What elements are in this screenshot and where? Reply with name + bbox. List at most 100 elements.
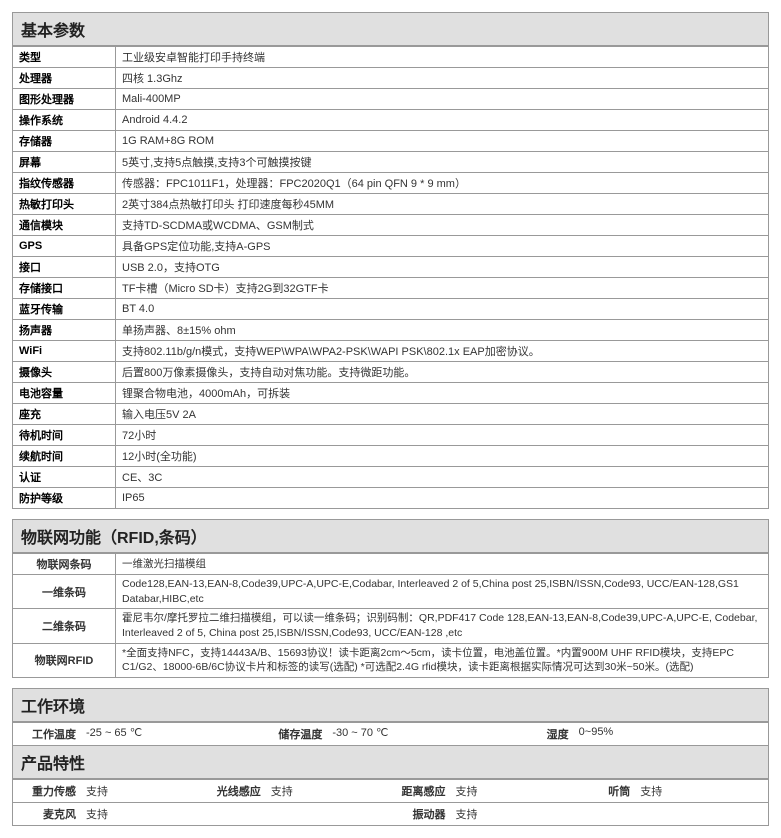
spec-label: 屏幕: [13, 152, 116, 173]
spec-label: 存储接口: [13, 278, 116, 299]
kv-pair: 麦克风支持: [21, 806, 361, 822]
spec-label: 操作系统: [13, 110, 116, 131]
table-row: 存储器1G RAM+8G ROM: [13, 131, 769, 152]
table-row: 操作系统Android 4.4.2: [13, 110, 769, 131]
table-row: 物联网条码一维激光扫描模组: [13, 554, 769, 575]
table-row: GPS具备GPS定位功能,支持A-GPS: [13, 236, 769, 257]
section-title-feat: 产品特性: [12, 746, 769, 779]
table-row: 屏幕5英寸,支持5点触摸,支持3个可触摸按键: [13, 152, 769, 173]
iot-label: 物联网条码: [13, 554, 116, 575]
spec-value: 2英寸384点热敏打印头 打印速度每秒45MM: [116, 194, 769, 215]
spec-label: 摄像头: [13, 362, 116, 383]
iot-value: *全面支持NFC，支持14443A/B、15693协议！读卡距离2cm～5cm，…: [116, 643, 769, 677]
table-row: 热敏打印头2英寸384点热敏打印头 打印速度每秒45MM: [13, 194, 769, 215]
table-row: 续航时间12小时(全功能): [13, 446, 769, 467]
kv-pair: 光线感应支持: [206, 783, 361, 799]
kv-pair: 重力传感支持: [21, 783, 176, 799]
feat-row-1: 重力传感支持光线感应支持距离感应支持听筒支持: [12, 779, 769, 802]
env-row: 工作温度 -25 ~ 65 ℃ 储存温度 -30 ~ 70 ℃ 湿度0~95%: [12, 722, 769, 746]
table-row: 座充输入电压5V 2A: [13, 404, 769, 425]
table-row: 一维条码Code128,EAN-13,EAN-8,Code39,UPC-A,UP…: [13, 575, 769, 609]
spec-value: 四核 1.3Ghz: [116, 68, 769, 89]
table-row: 接口USB 2.0，支持OTG: [13, 257, 769, 278]
spec-label: 座充: [13, 404, 116, 425]
spec-value: 12小时(全功能): [116, 446, 769, 467]
kv-pair: 听筒支持: [575, 783, 730, 799]
spec-label: 存储器: [13, 131, 116, 152]
kv-label: 听筒: [575, 783, 630, 799]
spec-value: Mali-400MP: [116, 89, 769, 110]
spec-value: 72小时: [116, 425, 769, 446]
kv-value: 0~95%: [579, 726, 614, 742]
table-row: 处理器四核 1.3Ghz: [13, 68, 769, 89]
kv-value: 支持: [86, 806, 108, 822]
spec-label: 接口: [13, 257, 116, 278]
kv-label: 光线感应: [206, 783, 261, 799]
iot-value: Code128,EAN-13,EAN-8,Code39,UPC-A,UPC-E,…: [116, 575, 769, 609]
spec-value: 1G RAM+8G ROM: [116, 131, 769, 152]
table-row: 物联网RFID*全面支持NFC，支持14443A/B、15693协议！读卡距离2…: [13, 643, 769, 677]
spec-value: CE、3C: [116, 467, 769, 488]
kv-label: 重力传感: [21, 783, 76, 799]
kv-label: 振动器: [391, 806, 446, 822]
spec-value: 工业级安卓智能打印手持终端: [116, 47, 769, 68]
iot-value: 霍尼韦尔/摩托罗拉二维扫描模组，可以读一维条码；识别码制：QR,PDF417 C…: [116, 609, 769, 643]
kv-label: 储存温度: [267, 726, 322, 742]
iot-label: 一维条码: [13, 575, 116, 609]
spec-value: IP65: [116, 488, 769, 509]
table-row: 蓝牙传输BT 4.0: [13, 299, 769, 320]
spec-label: 电池容量: [13, 383, 116, 404]
kv-value: 支持: [456, 783, 478, 799]
iot-label: 二维条码: [13, 609, 116, 643]
spec-label: 处理器: [13, 68, 116, 89]
table-row: 通信模块支持TD-SCDMA或WCDMA、GSM制式: [13, 215, 769, 236]
kv-label: 麦克风: [21, 806, 76, 822]
spec-value: 支持802.11b/g/n模式，支持WEP\WPA\WPA2-PSK\WAPI …: [116, 341, 769, 362]
spec-label: 待机时间: [13, 425, 116, 446]
table-row: 防护等级IP65: [13, 488, 769, 509]
kv-pair: 储存温度 -30 ~ 70 ℃: [267, 726, 483, 742]
kv-pair: 距离感应支持: [391, 783, 546, 799]
table-row: 待机时间72小时: [13, 425, 769, 446]
table-row: 存储接口TF卡槽（Micro SD卡）支持2G到32GTF卡: [13, 278, 769, 299]
kv-pair: 湿度0~95%: [514, 726, 730, 742]
feat-row-2: 麦克风支持振动器支持: [12, 802, 769, 826]
kv-label: 工作温度: [21, 726, 76, 742]
kv-value: 支持: [456, 806, 478, 822]
table-row: 电池容量锂聚合物电池，4000mAh，可拆装: [13, 383, 769, 404]
table-row: WiFi支持802.11b/g/n模式，支持WEP\WPA\WPA2-PSK\W…: [13, 341, 769, 362]
spec-label: 续航时间: [13, 446, 116, 467]
table-row: 扬声器单扬声器、8±15% ohm: [13, 320, 769, 341]
spec-value: 支持TD-SCDMA或WCDMA、GSM制式: [116, 215, 769, 236]
kv-value: -30 ~ 70 ℃: [332, 726, 388, 742]
kv-pair: 工作温度 -25 ~ 65 ℃: [21, 726, 237, 742]
section-title-env: 工作环境: [12, 688, 769, 722]
spec-label: 扬声器: [13, 320, 116, 341]
section-title-basic: 基本参数: [12, 12, 769, 46]
spec-label: 类型: [13, 47, 116, 68]
spec-label: 热敏打印头: [13, 194, 116, 215]
basic-spec-table: 类型工业级安卓智能打印手持终端处理器四核 1.3Ghz图形处理器Mali-400…: [12, 46, 769, 509]
spec-value: 锂聚合物电池，4000mAh，可拆装: [116, 383, 769, 404]
spec-label: 指纹传感器: [13, 173, 116, 194]
spec-label: 认证: [13, 467, 116, 488]
kv-pair: 振动器支持: [391, 806, 731, 822]
table-row: 类型工业级安卓智能打印手持终端: [13, 47, 769, 68]
spec-value: TF卡槽（Micro SD卡）支持2G到32GTF卡: [116, 278, 769, 299]
table-row: 图形处理器Mali-400MP: [13, 89, 769, 110]
kv-value: 支持: [86, 783, 108, 799]
table-row: 二维条码霍尼韦尔/摩托罗拉二维扫描模组，可以读一维条码；识别码制：QR,PDF4…: [13, 609, 769, 643]
table-row: 摄像头后置800万像素摄像头，支持自动对焦功能。支持微距功能。: [13, 362, 769, 383]
spec-value: Android 4.4.2: [116, 110, 769, 131]
spec-label: 防护等级: [13, 488, 116, 509]
kv-value: 支持: [640, 783, 662, 799]
spec-label: WiFi: [13, 341, 116, 362]
spec-label: 通信模块: [13, 215, 116, 236]
kv-value: -25 ~ 65 ℃: [86, 726, 142, 742]
spec-label: GPS: [13, 236, 116, 257]
table-row: 指纹传感器传感器：FPC1011F1，处理器：FPC2020Q1（64 pin …: [13, 173, 769, 194]
kv-value: 支持: [271, 783, 293, 799]
iot-value: 一维激光扫描模组: [116, 554, 769, 575]
spec-value: USB 2.0，支持OTG: [116, 257, 769, 278]
spec-label: 图形处理器: [13, 89, 116, 110]
